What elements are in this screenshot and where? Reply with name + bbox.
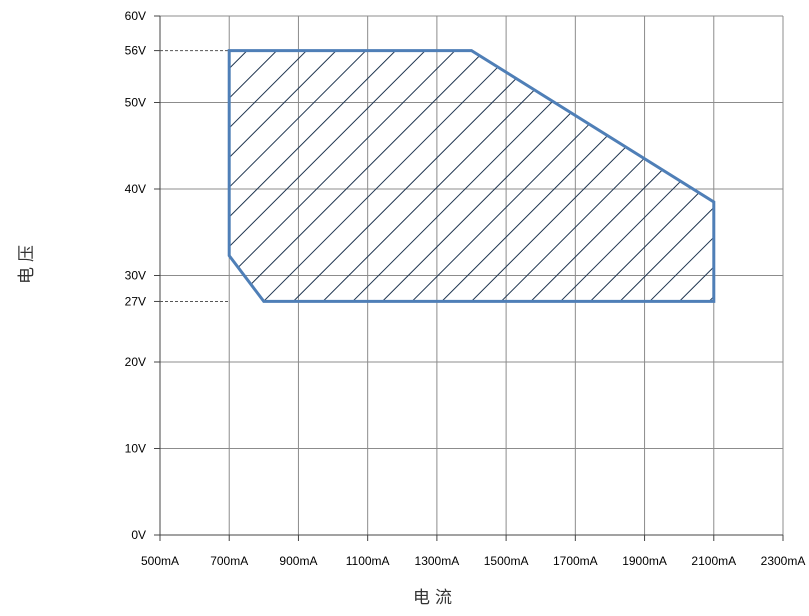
x-tick-label: 1100mA [346,554,390,568]
x-tick-label: 1300mA [415,554,460,568]
axes [154,15,784,541]
y-tick-label: 60V [125,9,146,23]
y-tick-label: 27V [125,294,146,308]
x-tick-label: 1700mA [553,554,598,568]
x-tick-label: 1900mA [622,554,667,568]
x-axis-title: 电流 [413,588,457,608]
y-tick-label: 20V [125,355,146,369]
x-tick-label: 1500mA [484,554,529,568]
x-axis-tick-labels: 500mA 700mA 900mA 1100mA 1300mA 1500mA 1700mA 1… [141,554,805,568]
y-axis-tick-labels: 0V 10V 20V 27V 30V 40V 50V 56V 60V [125,9,146,542]
x-tick-label: 2100mA [691,554,736,568]
y-tick-label: 10V [125,442,146,456]
x-tick-label: 500mA [141,554,179,568]
y-tick-label: 50V [125,96,146,110]
operating-region [227,49,716,303]
y-axis-title: 电压 [17,240,37,284]
operating-region-outline [227,49,716,303]
y-tick-label: 40V [125,182,146,196]
reference-lines [160,50,230,302]
y-tick-label: 56V [125,44,146,58]
x-tick-label: 2300mA [761,554,806,568]
x-tick-label: 700mA [210,554,248,568]
operating-region-hatch [229,50,714,302]
y-tick-label: 30V [125,269,146,283]
x-tick-label: 900mA [279,554,317,568]
y-tick-label: 0V [131,528,146,542]
